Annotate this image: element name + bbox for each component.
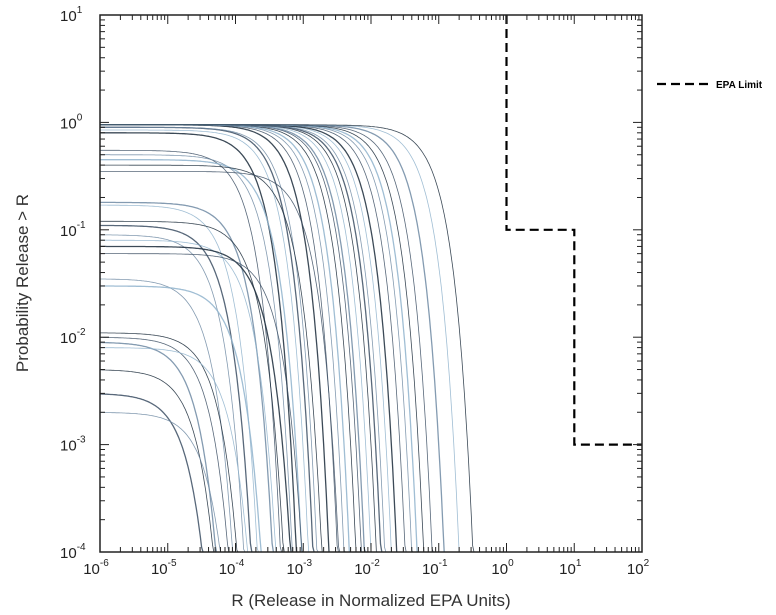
legend: EPA Limit bbox=[657, 80, 763, 91]
ccdf-curve bbox=[100, 369, 215, 553]
y-tick-label: 10-2 bbox=[60, 327, 86, 347]
ccdf-curve bbox=[100, 124, 372, 553]
ccdf-curve bbox=[100, 393, 204, 553]
x-tick-label: 102 bbox=[627, 558, 650, 578]
tick-labels: 10-6 10-5 10-4 10-3 10-2 10-1 100 101 102 10-4 10-… bbox=[60, 5, 650, 578]
ccdf-curve bbox=[100, 285, 262, 553]
y-axis-label: Probability Release > R bbox=[13, 194, 32, 372]
ccdf-curve bbox=[100, 245, 292, 553]
x-tick-label: 100 bbox=[491, 558, 514, 578]
y-tick-label: 10-4 bbox=[60, 542, 86, 562]
axis-ticks bbox=[99, 14, 643, 553]
ccdf-curve bbox=[100, 124, 461, 553]
ccdf-curve bbox=[100, 412, 221, 553]
y-tick-label: 101 bbox=[60, 5, 83, 25]
ccdf-curve bbox=[100, 124, 425, 553]
ccdf-curve bbox=[100, 253, 304, 553]
legend-label-epa-limit: EPA Limit bbox=[716, 80, 763, 91]
ccdf-curve bbox=[100, 336, 230, 553]
ccdf-curve bbox=[100, 126, 319, 553]
ccdf-curve bbox=[100, 159, 303, 553]
ccdf-curve bbox=[100, 239, 277, 553]
ccdf-curve bbox=[100, 170, 341, 553]
ccdf-curve bbox=[100, 347, 249, 553]
x-tick-label: 10-6 bbox=[83, 558, 109, 578]
ccdf-curve bbox=[100, 332, 239, 553]
ccdf-curve bbox=[100, 129, 310, 553]
x-tick-label: 10-5 bbox=[151, 558, 177, 578]
ccdf-curve bbox=[100, 154, 293, 553]
x-tick-label: 10-4 bbox=[219, 558, 245, 578]
ccdf-curve bbox=[99, 224, 253, 553]
y-tick-label: 10-1 bbox=[60, 220, 86, 240]
x-tick-label: 10-3 bbox=[286, 558, 312, 578]
ccdf-curves bbox=[99, 124, 475, 553]
y-tick-label: 100 bbox=[60, 112, 83, 132]
ccdf-curve bbox=[100, 124, 377, 553]
x-tick-label: 10-2 bbox=[354, 558, 380, 578]
ccdf-curve bbox=[100, 201, 275, 553]
ccdf-curve bbox=[100, 132, 298, 553]
plot-frame bbox=[99, 14, 643, 553]
ccdf-curve bbox=[100, 278, 234, 553]
epa-limit-series bbox=[505, 15, 642, 446]
ccdf-curve bbox=[100, 124, 475, 553]
ccdf-curve bbox=[100, 341, 218, 553]
ccdf-curve bbox=[100, 149, 282, 553]
epa-limit-line bbox=[505, 15, 642, 446]
x-axis-label: R (Release in Normalized EPA Units) bbox=[231, 591, 510, 610]
x-tick-label: 10-1 bbox=[422, 558, 448, 578]
x-tick-label: 101 bbox=[559, 558, 582, 578]
ccdf-curve bbox=[100, 164, 323, 553]
y-tick-label: 10-3 bbox=[60, 435, 86, 455]
ccdf-curve bbox=[100, 204, 259, 553]
